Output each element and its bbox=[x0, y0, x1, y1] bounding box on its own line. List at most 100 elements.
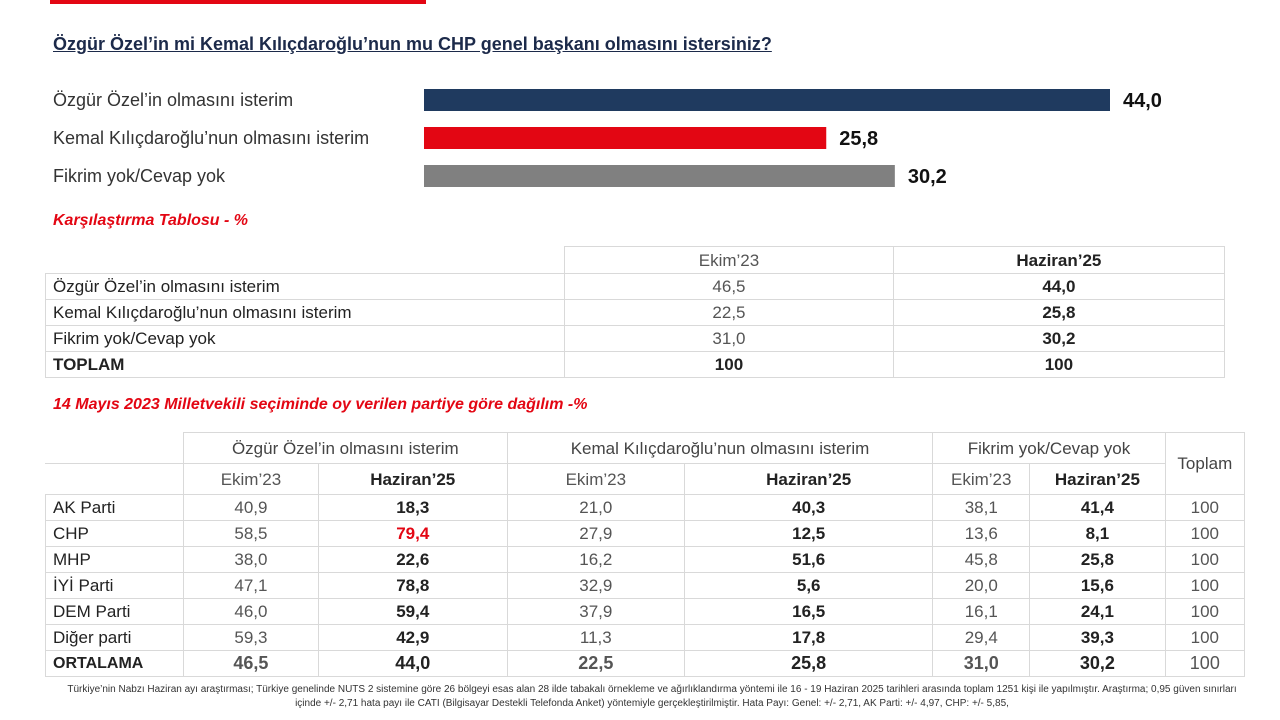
party-corner bbox=[45, 432, 184, 464]
party-cell-ekim: 20,0 bbox=[932, 572, 1031, 599]
party-cell-ekim: 16,2 bbox=[506, 546, 686, 573]
group-header-kilicdaroglu: Kemal Kılıçdaroğlu’nun olmasını isterim bbox=[506, 432, 934, 464]
footnote: Türkiye’nin Nabzı Haziran ayı araştırmas… bbox=[67, 684, 1237, 709]
question-title: Özgür Özel’in mi Kemal Kılıçdaroğlu’nun … bbox=[53, 34, 772, 54]
party-cell-ekim: 16,1 bbox=[932, 598, 1031, 625]
comparison-total-row: TOPLAM 100 100 bbox=[44, 351, 1226, 378]
party-cell-ekim: 47,1 bbox=[183, 572, 319, 599]
party-cell-ekim: 38,1 bbox=[932, 494, 1031, 521]
party-name: DEM Parti bbox=[45, 598, 184, 625]
comparison-table: Ekim’23 Haziran’25 Özgür Özel’in olmasın… bbox=[44, 246, 1226, 378]
party-cell-ekim: 13,6 bbox=[932, 520, 1031, 547]
party-cell-haziran: 22,6 bbox=[317, 546, 508, 573]
party-name: İYİ Parti bbox=[45, 572, 184, 599]
party-cell-total: 100 bbox=[1164, 572, 1246, 599]
party-cell-haziran: 59,4 bbox=[317, 598, 508, 625]
group-header-none: Fikrim yok/Cevap yok bbox=[932, 432, 1166, 464]
party-name: Diğer parti bbox=[45, 624, 184, 651]
party-group-header-row: Özgür Özel’in olmasını isterim Kemal Kıl… bbox=[45, 432, 1246, 495]
party-cell-haziran: 40,3 bbox=[684, 494, 934, 521]
comparison-header-haziran: Haziran’25 bbox=[892, 246, 1226, 274]
party-cell-haziran: 16,5 bbox=[684, 598, 934, 625]
party-cell-ekim: 32,9 bbox=[506, 572, 686, 599]
bar-value-label: 44,0 bbox=[1123, 90, 1162, 112]
party-cell-ekim: 22,5 bbox=[506, 650, 686, 677]
party-table-title: 14 Mayıs 2023 Milletvekili seçiminde oy … bbox=[53, 396, 588, 413]
bar-value-label: 30,2 bbox=[908, 166, 947, 188]
bar-category-label: Kemal Kılıçdaroğlu’nun olmasını isterim bbox=[53, 128, 369, 148]
party-name: CHP bbox=[45, 520, 184, 547]
party-cell-ekim: 59,3 bbox=[183, 624, 319, 651]
party-cell-haziran: 42,9 bbox=[317, 624, 508, 651]
party-name: AK Parti bbox=[45, 494, 184, 521]
party-corner-sub bbox=[45, 463, 184, 495]
party-cell-haziran: 5,6 bbox=[684, 572, 934, 599]
bar-chart: Özgür Özel’in olmasını isterim 44,0 Kemal … bbox=[53, 89, 1162, 188]
bar bbox=[424, 165, 895, 187]
comparison-header-ekim: Ekim’23 bbox=[564, 246, 894, 274]
party-cell-ekim: 46,0 bbox=[183, 598, 319, 625]
party-row: Diğer parti 59,3 42,9 11,3 17,8 29,4 39,3 100 bbox=[45, 624, 1246, 651]
party-cell-haziran: 17,8 bbox=[684, 624, 934, 651]
party-row: DEM Parti 46,0 59,4 37,9 16,5 16,1 24,1 100 bbox=[45, 598, 1246, 625]
party-row: CHP 58,5 79,4 27,9 12,5 13,6 8,1 100 bbox=[45, 520, 1246, 547]
party-cell-haziran: 25,8 bbox=[1029, 546, 1166, 573]
party-cell-ekim: 21,0 bbox=[506, 494, 686, 521]
party-average-row: ORTALAMA 46,5 44,0 22,5 25,8 31,0 30,2 100 bbox=[45, 650, 1246, 677]
comparison-cell-ekim: 22,5 bbox=[564, 299, 894, 326]
party-row: İYİ Parti 47,1 78,8 32,9 5,6 20,0 15,6 100 bbox=[45, 572, 1246, 599]
sub-header-haziran: Haziran’25 bbox=[1029, 463, 1166, 495]
party-cell-haziran: 51,6 bbox=[684, 546, 934, 573]
top-accent-strip bbox=[50, 0, 426, 4]
comparison-total-ekim: 100 bbox=[564, 351, 894, 378]
comparison-row: Fikrim yok/Cevap yok 31,0 30,2 bbox=[44, 325, 1226, 352]
party-sub-header-row: Ekim’23 Haziran’25 Ekim’23 Haziran’25 Ek… bbox=[45, 463, 1245, 495]
party-cell-haziran: 44,0 bbox=[317, 650, 508, 677]
comparison-corner bbox=[44, 246, 566, 274]
party-cell-haziran: 41,4 bbox=[1029, 494, 1166, 521]
total-header: Toplam bbox=[1164, 432, 1246, 495]
sub-header-ekim: Ekim’23 bbox=[506, 463, 686, 495]
party-cell-ekim: 37,9 bbox=[506, 598, 686, 625]
comparison-row: Özgür Özel’in olmasını isterim 46,5 44,0 bbox=[44, 273, 1226, 300]
party-cell-total: 100 bbox=[1164, 624, 1246, 651]
comparison-total-label: TOPLAM bbox=[44, 351, 566, 378]
comparison-cell-ekim: 31,0 bbox=[564, 325, 894, 352]
comparison-cell-haziran: 44,0 bbox=[892, 273, 1226, 300]
party-cell-ekim: 38,0 bbox=[183, 546, 319, 573]
comparison-total-haziran: 100 bbox=[892, 351, 1226, 378]
party-cell-total: 100 bbox=[1164, 520, 1246, 547]
party-cell-haziran: 15,6 bbox=[1029, 572, 1166, 599]
party-table-body: AK Parti 40,9 18,3 21,0 40,3 38,1 41,4 100 CHP 58… bbox=[45, 494, 1246, 677]
party-row: MHP 38,0 22,6 16,2 51,6 45,8 25,8 100 bbox=[45, 546, 1246, 573]
party-cell-haziran: 78,8 bbox=[317, 572, 508, 599]
party-cell-ekim: 45,8 bbox=[932, 546, 1031, 573]
comparison-cell-haziran: 30,2 bbox=[892, 325, 1226, 352]
party-cell-total: 100 bbox=[1164, 598, 1246, 625]
bar bbox=[424, 127, 827, 149]
party-cell-ekim: 40,9 bbox=[183, 494, 319, 521]
bar bbox=[424, 89, 1110, 111]
comparison-row: Kemal Kılıçdaroğlu’nun olmasını isterim … bbox=[44, 299, 1226, 326]
party-cell-haziran: 79,4 bbox=[317, 520, 508, 547]
sub-header-haziran: Haziran’25 bbox=[684, 463, 934, 495]
party-cell-haziran: 30,2 bbox=[1029, 650, 1166, 677]
sub-header-haziran: Haziran’25 bbox=[317, 463, 508, 495]
bar-category-label: Fikrim yok/Cevap yok bbox=[53, 166, 226, 186]
party-name: MHP bbox=[45, 546, 184, 573]
party-cell-haziran: 12,5 bbox=[684, 520, 934, 547]
comparison-row-label: Özgür Özel’in olmasını isterim bbox=[44, 273, 566, 300]
party-cell-ekim: 46,5 bbox=[183, 650, 319, 677]
comparison-header-row: Ekim’23 Haziran’25 bbox=[44, 246, 1226, 274]
party-cell-ekim: 27,9 bbox=[506, 520, 686, 547]
comparison-cell-ekim: 46,5 bbox=[564, 273, 894, 300]
sub-header-ekim: Ekim’23 bbox=[932, 463, 1031, 495]
bar-value-label: 25,8 bbox=[839, 128, 878, 150]
comparison-cell-haziran: 25,8 bbox=[892, 299, 1226, 326]
party-name: ORTALAMA bbox=[45, 650, 184, 677]
party-row: AK Parti 40,9 18,3 21,0 40,3 38,1 41,4 100 bbox=[45, 494, 1246, 521]
comparison-row-label: Fikrim yok/Cevap yok bbox=[44, 325, 566, 352]
group-header-ozel: Özgür Özel’in olmasını isterim bbox=[183, 432, 508, 464]
party-table: Özgür Özel’in olmasını isterim Kemal Kıl… bbox=[45, 432, 1246, 677]
party-cell-ekim: 58,5 bbox=[183, 520, 319, 547]
